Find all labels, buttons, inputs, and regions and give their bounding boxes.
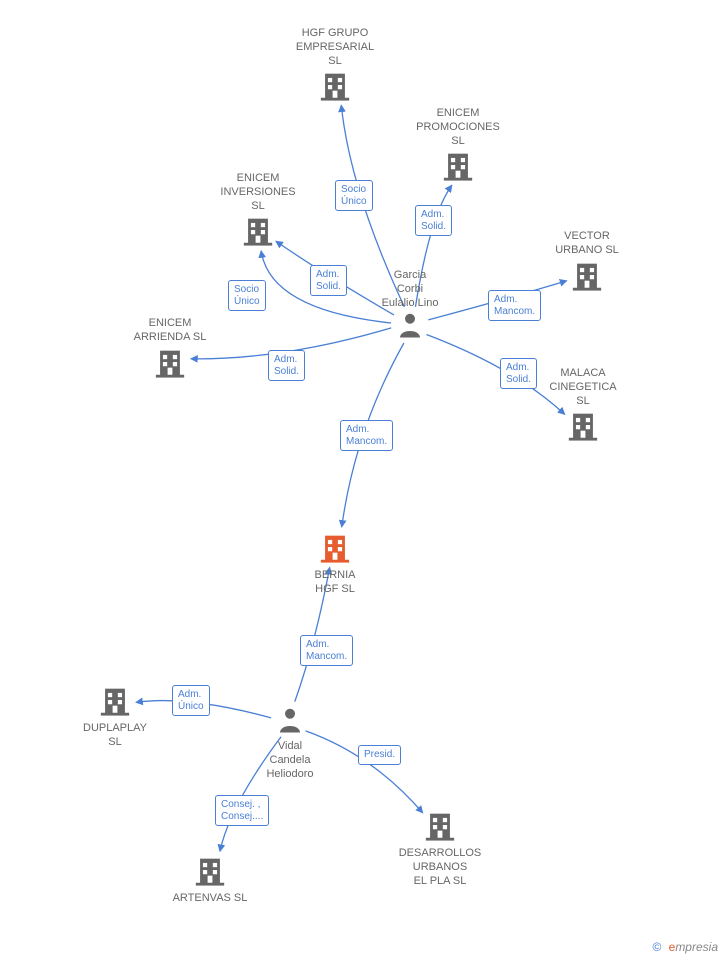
- node-label: ENICEM PROMOCIONES SL: [416, 107, 500, 148]
- building-icon: [566, 408, 600, 447]
- person-node-garcia[interactable]: Garcia Corbi Eulalio Lino: [382, 269, 439, 345]
- company-node-malaca[interactable]: MALACA CINEGETICA SL: [549, 367, 616, 447]
- edge-vidal-desarrollos: [306, 731, 423, 813]
- edge-layer: [0, 0, 728, 960]
- edge-label-vidal-desarrollos: Presid.: [358, 745, 401, 765]
- edge-label-garcia-enicem_arr: Adm. Solid.: [268, 350, 305, 381]
- edge-label-vidal-bernia: Adm. Mancom.: [300, 635, 353, 666]
- node-label: HGF GRUPO EMPRESARIAL SL: [296, 27, 374, 68]
- node-label: Vidal Candela Heliodoro: [266, 740, 313, 781]
- edge-garcia-malaca: [426, 335, 564, 415]
- company-node-duplaplay[interactable]: DUPLAPLAY SL: [83, 683, 147, 750]
- node-label: ENICEM INVERSIONES SL: [220, 172, 295, 213]
- node-label: DUPLAPLAY SL: [83, 722, 147, 750]
- edge-label-vidal-artenvas: Consej. , Consej....: [215, 795, 269, 826]
- person-node-vidal[interactable]: Vidal Candela Heliodoro: [266, 705, 313, 781]
- edge-label-garcia-bernia: Adm. Mancom.: [340, 420, 393, 451]
- edge-label-garcia-enicem_inv: Adm. Solid.: [310, 265, 347, 296]
- building-icon: [98, 683, 132, 722]
- node-label: ARTENVAS SL: [173, 892, 248, 906]
- company-node-hgf_grupo[interactable]: HGF GRUPO EMPRESARIAL SL: [296, 27, 374, 107]
- copyright-symbol: ©: [652, 940, 661, 954]
- building-icon: [570, 258, 604, 297]
- company-node-enicem_inv[interactable]: ENICEM INVERSIONES SL: [220, 172, 295, 252]
- company-node-enicem_arr[interactable]: ENICEM ARRIENDA SL: [134, 317, 207, 384]
- company-node-vector[interactable]: VECTOR URBANO SL: [555, 230, 619, 297]
- company-node-bernia[interactable]: BERNIA HGF SL: [315, 530, 356, 597]
- company-node-enicem_prom[interactable]: ENICEM PROMOCIONES SL: [416, 107, 500, 187]
- node-label: VECTOR URBANO SL: [555, 230, 619, 258]
- building-icon: [423, 808, 457, 847]
- building-icon: [153, 345, 187, 384]
- node-label: DESARROLLOS URBANOS EL PLA SL: [399, 847, 482, 888]
- edge-label-garcia-malaca: Adm. Solid.: [500, 358, 537, 389]
- watermark-text: mpresia: [675, 940, 718, 954]
- building-icon: [241, 213, 275, 252]
- person-icon: [275, 705, 305, 740]
- node-label: Garcia Corbi Eulalio Lino: [382, 269, 439, 310]
- building-icon: [193, 853, 227, 892]
- edge-label-vidal-duplaplay: Adm. Único: [172, 685, 210, 716]
- watermark: © empresia: [652, 940, 718, 954]
- node-label: ENICEM ARRIENDA SL: [134, 317, 207, 345]
- node-label: BERNIA HGF SL: [315, 569, 356, 597]
- edge-label-garcia-vector: Adm. Mancom.: [488, 290, 541, 321]
- building-icon: [318, 530, 352, 569]
- company-node-desarrollos[interactable]: DESARROLLOS URBANOS EL PLA SL: [399, 808, 482, 888]
- building-icon: [441, 148, 475, 187]
- building-icon: [318, 68, 352, 107]
- node-label: MALACA CINEGETICA SL: [549, 367, 616, 408]
- edge-label-garcia-enicem_inv: Socio Único: [228, 280, 266, 311]
- company-node-artenvas[interactable]: ARTENVAS SL: [173, 853, 248, 906]
- edge-label-garcia-hgf_grupo: Socio Único: [335, 180, 373, 211]
- person-icon: [395, 310, 425, 345]
- edge-label-garcia-enicem_prom: Adm. Solid.: [415, 205, 452, 236]
